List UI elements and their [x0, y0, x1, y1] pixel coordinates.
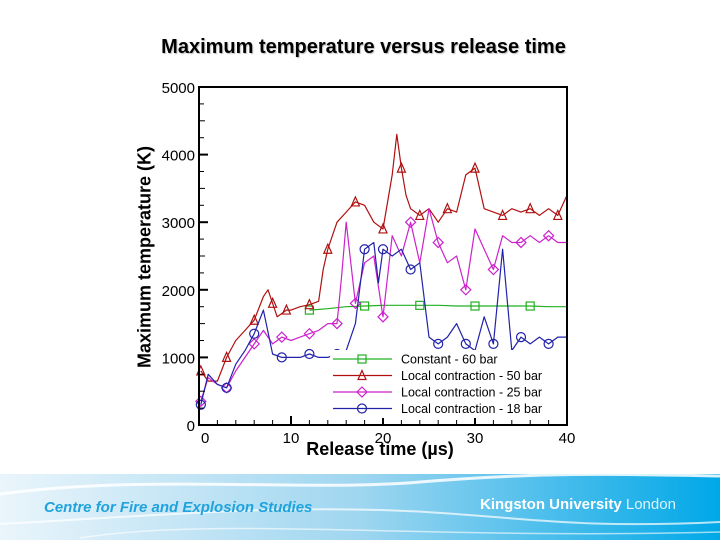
diamond-marker-icon [275, 331, 288, 343]
diamond-marker-icon [303, 327, 316, 340]
square-marker-icon [357, 354, 367, 364]
y-tick-label: 3000 [162, 215, 195, 232]
y-tick-label: 1000 [162, 350, 195, 367]
footer-university-logo: Kingston University London [480, 496, 676, 513]
triangle-marker-icon [249, 313, 260, 325]
legend-item: Constant - 60 bar [333, 353, 498, 367]
triangle-marker-icon [497, 208, 508, 221]
series-line [195, 133, 568, 382]
circle-marker-icon [221, 382, 232, 393]
x-tick-label: 0 [201, 430, 209, 447]
triangle-marker-icon [525, 202, 536, 214]
circle-marker-icon [405, 264, 416, 275]
footer-centre-name: Centre for Fire and Explosion Studies [44, 499, 313, 516]
diamond-marker-icon [542, 229, 555, 242]
chart-axes: 0 1000 2000 3000 4000 5000 0 10 20 30 40 [162, 80, 576, 447]
x-tick-label: 30 [467, 430, 484, 447]
x-axis-label: Release time (µs) [306, 439, 454, 459]
footer-banner: Centre for Fire and Explosion Studies Ki… [0, 466, 720, 540]
square-marker-icon [415, 300, 425, 310]
triangle-marker-icon [414, 208, 425, 221]
diamond-marker-icon [377, 310, 389, 323]
triangle-marker-icon [267, 296, 278, 308]
legend-item: Local contraction - 18 bar [333, 402, 542, 416]
chart: 0 1000 2000 3000 4000 5000 0 10 20 30 40 Constant … [162, 80, 576, 447]
square-marker-icon [304, 305, 314, 315]
triangle-marker-icon [442, 202, 453, 214]
diamond-marker-icon [487, 263, 500, 276]
triangle-marker-icon [378, 222, 388, 234]
y-tick-label: 5000 [162, 80, 195, 97]
legend-label: Local contraction - 18 bar [401, 402, 542, 416]
square-marker-icon [470, 301, 480, 311]
diamond-marker-icon [349, 297, 362, 310]
triangle-marker-icon [221, 350, 232, 362]
diamond-marker-icon [404, 216, 417, 229]
diamond-marker-icon [194, 395, 207, 408]
footer-university-name: Kingston University [480, 496, 622, 513]
circle-marker-icon [249, 328, 260, 339]
circle-marker-icon [515, 332, 527, 343]
series-line [304, 300, 567, 315]
circle-marker-icon [356, 403, 368, 414]
legend-label: Local contraction - 25 bar [401, 386, 542, 400]
triangle-marker-icon [350, 195, 361, 207]
y-tick-label: 2000 [162, 283, 195, 300]
y-axis-label: Maximum temperature (K) [134, 145, 155, 369]
circle-marker-icon [359, 244, 370, 255]
triangle-marker-icon [396, 161, 407, 173]
diamond-marker-icon [331, 317, 343, 330]
diamond-marker-icon [356, 386, 368, 398]
square-marker-icon [360, 301, 370, 311]
y-tick-label: 0 [187, 418, 195, 435]
legend-item: Local contraction - 25 bar [333, 386, 542, 400]
legend-label: Local contraction - 50 bar [401, 369, 542, 383]
circle-marker-icon [195, 399, 206, 410]
diamond-marker-icon [248, 338, 261, 350]
x-tick-label: 40 [559, 430, 576, 447]
circle-marker-icon [543, 338, 554, 349]
footer-background [0, 472, 720, 540]
circle-marker-icon [460, 338, 471, 349]
chart-series [194, 133, 568, 410]
circle-marker-icon [304, 348, 315, 360]
circle-marker-icon [377, 244, 389, 255]
circle-marker-icon [433, 338, 444, 349]
diamond-marker-icon [515, 236, 527, 249]
diamond-marker-icon [459, 283, 472, 296]
square-marker-icon [525, 301, 535, 311]
legend-item: Local contraction - 50 bar [333, 369, 542, 383]
diamond-marker-icon [432, 236, 445, 249]
triangle-marker-icon [470, 161, 480, 173]
y-tick-label: 4000 [162, 148, 195, 165]
x-tick-label: 10 [283, 430, 300, 447]
footer-city: London [625, 496, 676, 513]
circle-marker-icon [488, 338, 499, 349]
x-tick-label: 20 [375, 430, 392, 447]
legend-label: Constant - 60 bar [401, 353, 498, 367]
circle-marker-icon [276, 352, 287, 363]
triangle-marker-icon [357, 369, 367, 381]
triangle-marker-icon [304, 298, 315, 310]
slide-title: Maximum temperature versus release time [161, 36, 566, 58]
chart-legend: Constant - 60 bar Local contraction - 50 … [330, 350, 562, 418]
triangle-marker-icon [281, 303, 292, 315]
triangle-marker-icon [322, 242, 333, 254]
triangle-marker-icon [552, 208, 563, 221]
